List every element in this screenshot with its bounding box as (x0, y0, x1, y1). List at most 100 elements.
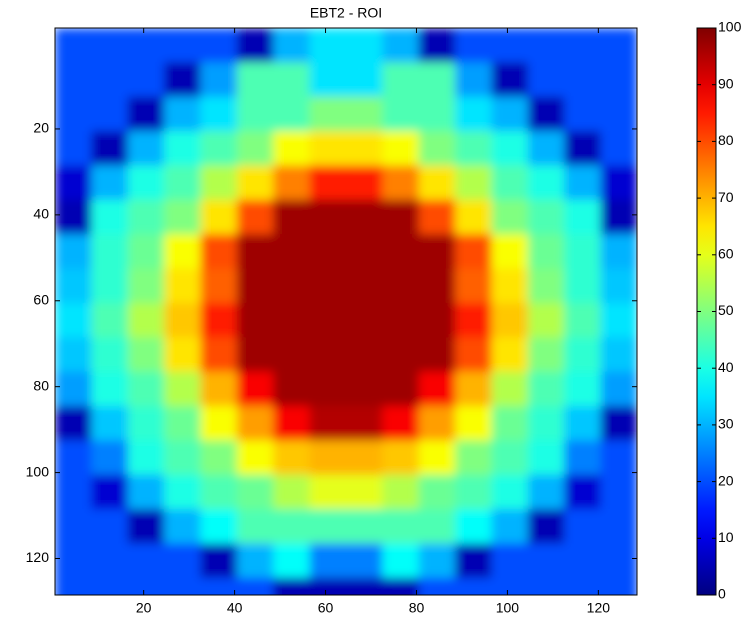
heatmap-cell (528, 62, 565, 97)
heatmap-cell (91, 337, 128, 372)
heatmap-cell (492, 62, 529, 97)
heatmap-cell (164, 475, 201, 510)
heatmap-cell (91, 131, 128, 166)
heatmap-cell (346, 303, 383, 338)
heatmap-cell (419, 97, 456, 132)
heatmap-cell (601, 337, 638, 372)
heatmap-cell (55, 131, 92, 166)
colorbar-tick-label: 90 (718, 75, 734, 91)
heatmap-cell (601, 165, 638, 200)
heatmap-cell (528, 234, 565, 269)
heatmap-cell (382, 62, 419, 97)
heatmap-cell (128, 440, 165, 475)
heatmap-cell (128, 165, 165, 200)
heatmap-cell (346, 475, 383, 510)
heatmap-cell (564, 165, 601, 200)
heatmap-cell (601, 200, 638, 235)
heatmap-cell (455, 337, 492, 372)
heatmap-cell (128, 406, 165, 441)
heatmap-cell (310, 406, 347, 441)
heatmap-cell (346, 200, 383, 235)
heatmap-cell (91, 97, 128, 132)
heatmap-cell (55, 406, 92, 441)
heatmap-cell (164, 269, 201, 304)
heatmap-cell (455, 234, 492, 269)
heatmap-cell (346, 131, 383, 166)
heatmap-cell (164, 62, 201, 97)
heatmap-cell (55, 303, 92, 338)
heatmap-cell (382, 406, 419, 441)
heatmap-cell (237, 28, 274, 63)
y-tick-label: 120 (26, 549, 50, 565)
x-tick-label: 120 (587, 600, 611, 616)
heatmap-cell (601, 131, 638, 166)
colorbar-tick-label: 70 (718, 189, 734, 205)
heatmap-cell (492, 97, 529, 132)
heatmap-cell (201, 303, 238, 338)
heatmap-cell (492, 372, 529, 407)
heatmap-cell (564, 62, 601, 97)
heatmap-cell (346, 372, 383, 407)
heatmap-cell (492, 337, 529, 372)
heatmap-cell (492, 303, 529, 338)
heatmap-cell (164, 200, 201, 235)
heatmap-cell (310, 475, 347, 510)
heatmap-cell (419, 165, 456, 200)
heatmap-cell (237, 543, 274, 578)
heatmap-cell (528, 543, 565, 578)
colorbar-tick-label: 60 (718, 246, 734, 262)
colorbar-tick-label: 100 (718, 19, 742, 35)
heatmap-cell (564, 543, 601, 578)
heatmap-cell (564, 303, 601, 338)
heatmap-cell (382, 509, 419, 544)
heatmap-cell (564, 337, 601, 372)
chart: EBT2 - ROI 20406080100120204060801001200… (0, 0, 755, 624)
heatmap-cell (55, 234, 92, 269)
heatmap-cell (91, 28, 128, 63)
heatmap-cell (237, 406, 274, 441)
heatmap-cell (455, 372, 492, 407)
x-tick-label: 20 (136, 600, 152, 616)
heatmap-cell (273, 509, 310, 544)
heatmap-cell (91, 269, 128, 304)
heatmap-cell (273, 200, 310, 235)
heatmap-cell (601, 406, 638, 441)
heatmap-cell (273, 62, 310, 97)
heatmap-cell (419, 303, 456, 338)
heatmap-cell (564, 131, 601, 166)
heatmap-cell (273, 303, 310, 338)
heatmap-cell (528, 337, 565, 372)
heatmap-cell (237, 509, 274, 544)
heatmap-cell (310, 165, 347, 200)
heatmap-cell (346, 509, 383, 544)
heatmap-cell (55, 269, 92, 304)
heatmap-cell (382, 131, 419, 166)
heatmap-cell (455, 28, 492, 63)
heatmap-cell (273, 131, 310, 166)
heatmap-cell (564, 372, 601, 407)
heatmap-cell (346, 165, 383, 200)
heatmap-cell (91, 475, 128, 510)
colorbar-tick-label: 50 (718, 302, 734, 318)
heatmap-cell (237, 440, 274, 475)
heatmap-cell (273, 337, 310, 372)
heatmap-cell (419, 406, 456, 441)
heatmap-cell (164, 440, 201, 475)
heatmap-cell (455, 303, 492, 338)
heatmap-cell (237, 475, 274, 510)
heatmap-cell (564, 269, 601, 304)
heatmap-cell (55, 97, 92, 132)
heatmap-cell (382, 200, 419, 235)
heatmap-cell (382, 97, 419, 132)
heatmap-cell (201, 406, 238, 441)
heatmap-cell (455, 440, 492, 475)
heatmap-cell (419, 28, 456, 63)
heatmap-cell (528, 165, 565, 200)
heatmap-cell (201, 165, 238, 200)
heatmap-cell (237, 337, 274, 372)
heatmap-cell (201, 372, 238, 407)
heatmap-cell (564, 406, 601, 441)
heatmap-cell (419, 337, 456, 372)
heatmap-cell (164, 131, 201, 166)
heatmap-cell (346, 62, 383, 97)
